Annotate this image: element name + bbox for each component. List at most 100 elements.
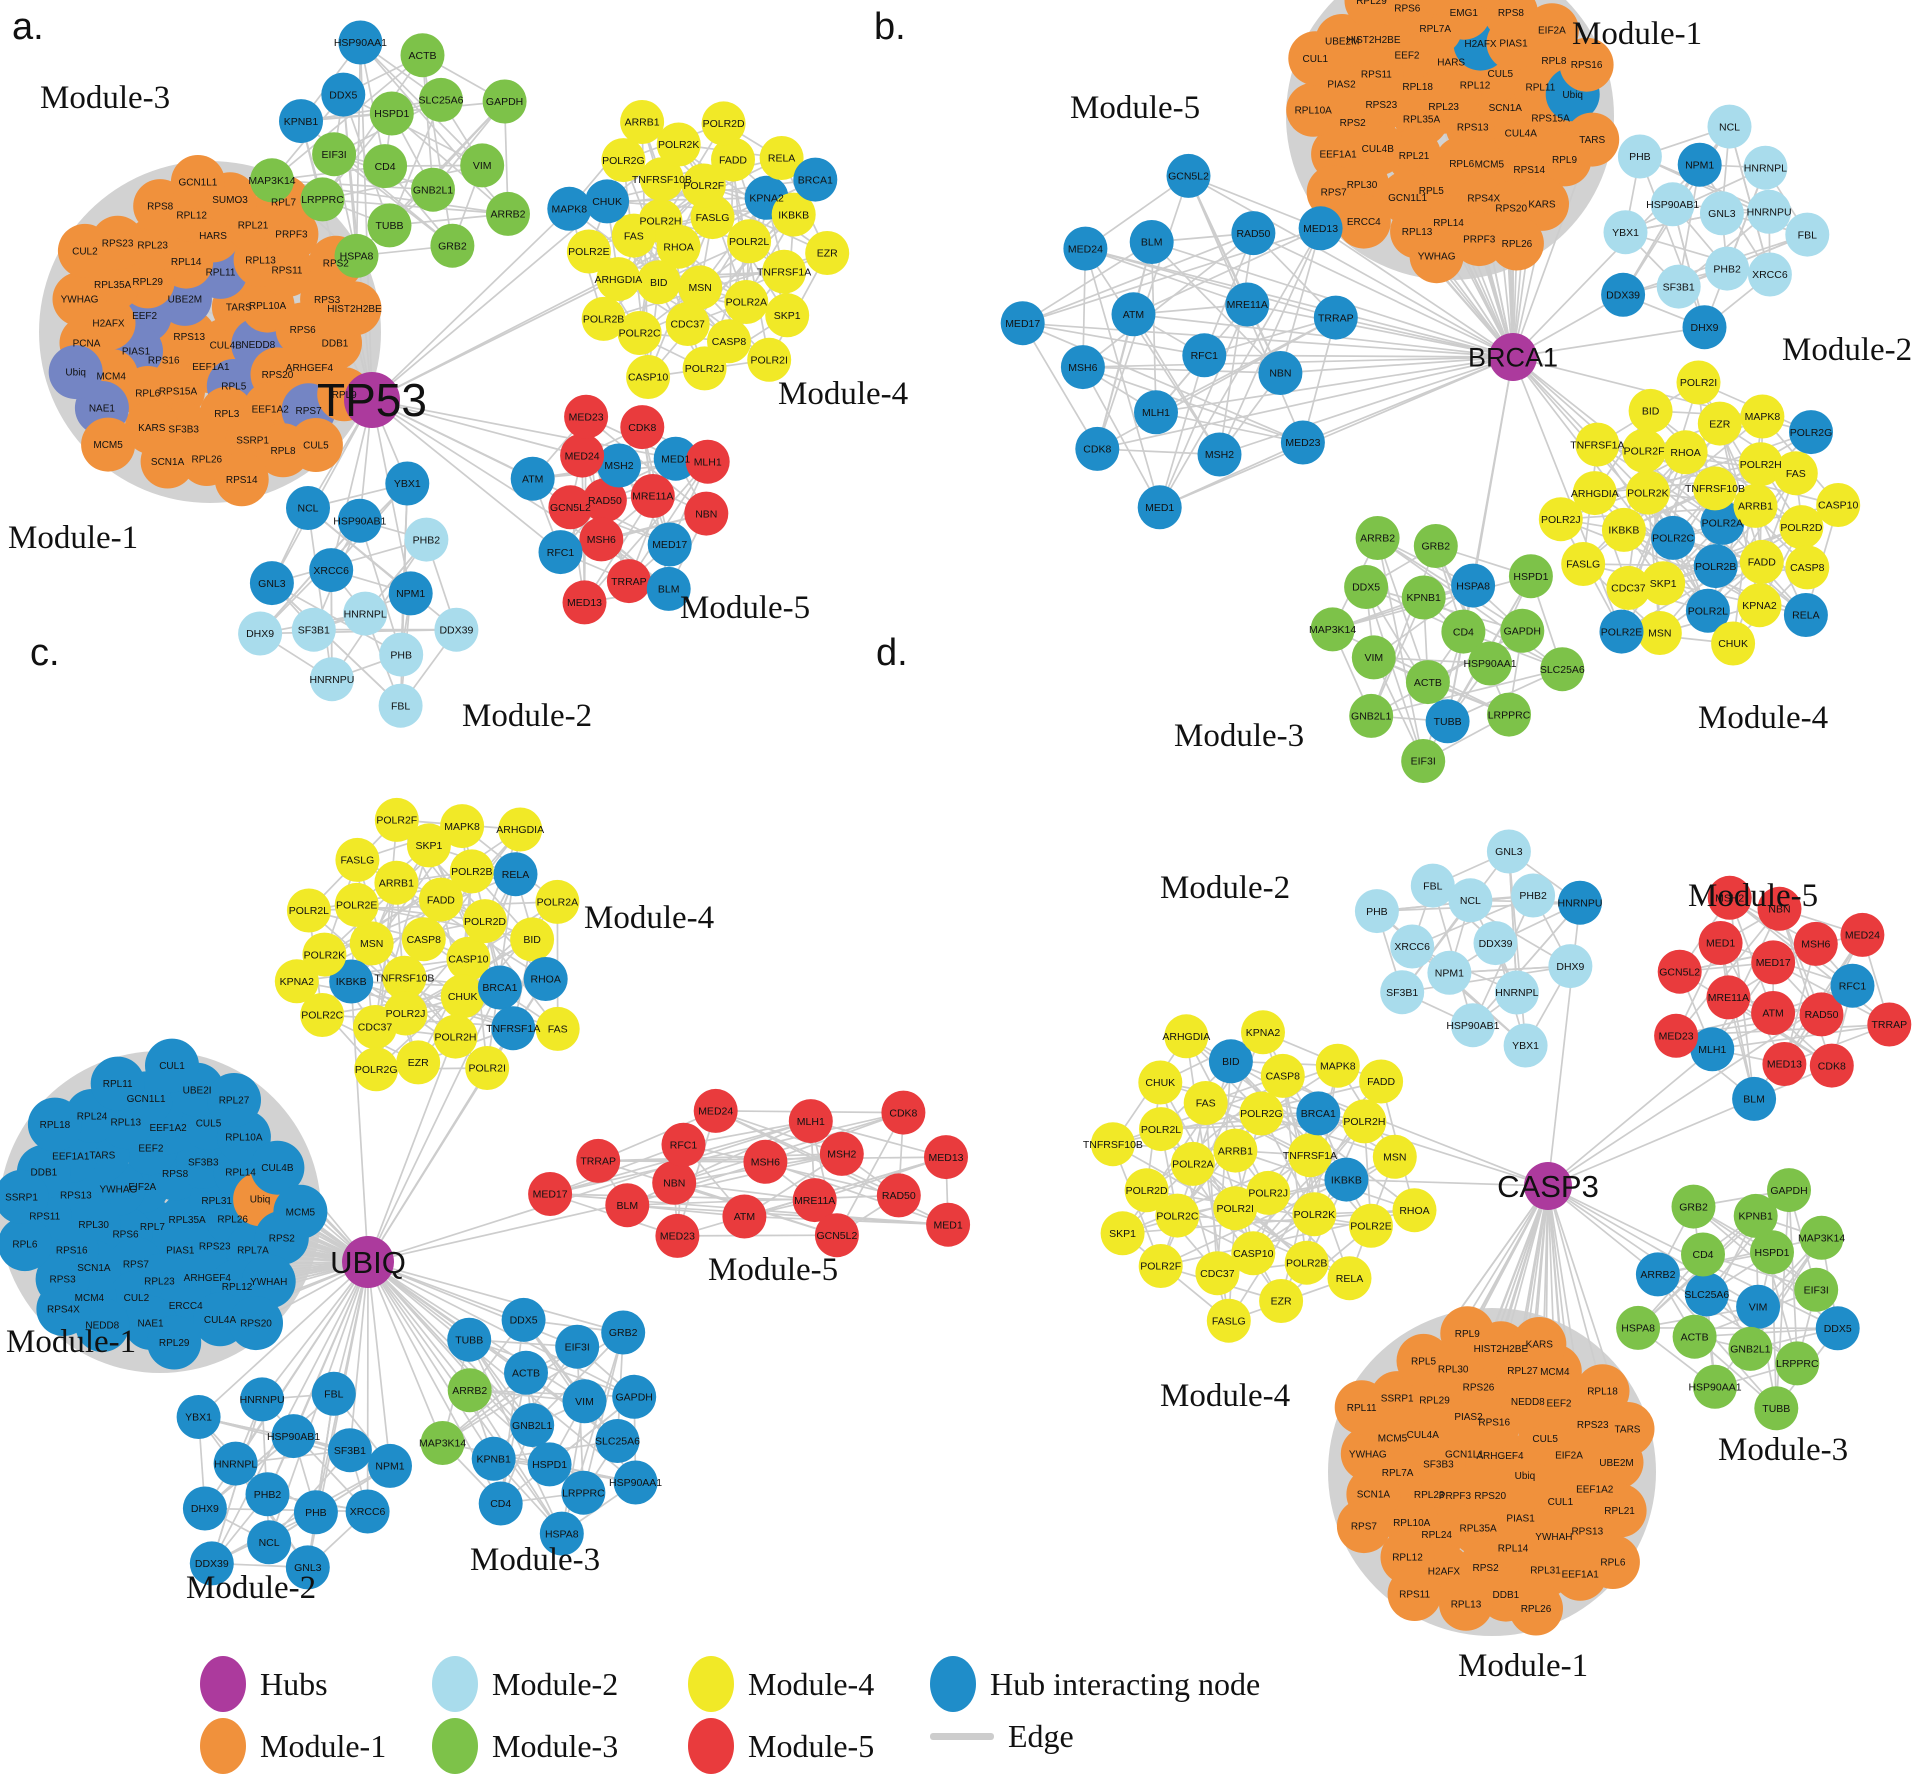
node-actb[interactable] xyxy=(504,1350,548,1395)
node-polr2d[interactable] xyxy=(463,899,507,944)
node-lrpprc[interactable] xyxy=(561,1470,606,1515)
node-polr2j[interactable] xyxy=(1246,1170,1291,1215)
node-skp1[interactable] xyxy=(1100,1211,1145,1256)
node-blm[interactable] xyxy=(1129,220,1174,264)
node-polr2i[interactable] xyxy=(747,337,792,382)
node-hsp90ab1[interactable] xyxy=(1450,1003,1495,1048)
node-rad50[interactable] xyxy=(876,1173,921,1218)
node-gcn5l2[interactable] xyxy=(1166,153,1211,198)
node-polr2i[interactable] xyxy=(465,1046,510,1090)
node-rpl29[interactable] xyxy=(1344,0,1399,28)
node-eif3i[interactable] xyxy=(312,132,357,177)
node-phb[interactable] xyxy=(293,1490,338,1535)
node-rfc1[interactable] xyxy=(1830,963,1875,1008)
node-tnfrsf1a[interactable] xyxy=(762,249,807,294)
node-sf3b1[interactable] xyxy=(291,607,336,652)
node-med13[interactable] xyxy=(1762,1042,1807,1086)
node-ncl[interactable] xyxy=(1707,104,1752,149)
node-arhgdia[interactable] xyxy=(498,807,543,852)
node-ddx39[interactable] xyxy=(1473,921,1518,966)
node-fas[interactable] xyxy=(1183,1081,1228,1125)
node-polr2c[interactable] xyxy=(1651,515,1696,560)
node-hspd1[interactable] xyxy=(1508,554,1553,599)
node-msh6[interactable] xyxy=(743,1139,788,1184)
node-phb[interactable] xyxy=(1354,889,1399,934)
node-faslg[interactable] xyxy=(1561,542,1606,586)
node-polr2l[interactable] xyxy=(1139,1107,1183,1152)
node-rps7[interactable] xyxy=(1336,1499,1391,1554)
node-polr2c[interactable] xyxy=(617,311,662,355)
node-trrap[interactable] xyxy=(606,559,651,604)
node-tubb[interactable] xyxy=(1754,1386,1799,1431)
node-eif3i[interactable] xyxy=(1794,1267,1839,1312)
node-nbn[interactable] xyxy=(652,1160,697,1205)
node-msh6[interactable] xyxy=(1060,345,1105,390)
node-polr2g[interactable] xyxy=(354,1047,399,1092)
node-lrpprc[interactable] xyxy=(1487,692,1531,737)
node-lrpprc[interactable] xyxy=(1775,1341,1820,1386)
node-mlh1[interactable] xyxy=(788,1099,833,1144)
node-rfc1[interactable] xyxy=(538,530,583,575)
node-msh2[interactable] xyxy=(597,443,641,488)
node-vim[interactable] xyxy=(1351,635,1396,680)
node-map3k14[interactable] xyxy=(1799,1215,1844,1260)
node-tnfrsf1a[interactable] xyxy=(491,1006,536,1051)
node-fbl[interactable] xyxy=(378,683,423,728)
node-chuk[interactable] xyxy=(440,974,485,1019)
node-skp1[interactable] xyxy=(1641,561,1686,606)
node-fbl[interactable] xyxy=(311,1371,356,1416)
node-kpna2[interactable] xyxy=(1737,583,1782,628)
node-ezr[interactable] xyxy=(1697,401,1742,446)
node-ywhag[interactable] xyxy=(1340,1426,1395,1481)
node-rps14[interactable] xyxy=(214,452,269,507)
node-cd4[interactable] xyxy=(1441,609,1486,654)
node-ywhag[interactable] xyxy=(1409,229,1464,284)
node-arrb2[interactable] xyxy=(1635,1252,1680,1297)
node-arrb2[interactable] xyxy=(486,191,530,236)
node-nbn[interactable] xyxy=(1757,886,1802,931)
node-polr2g[interactable] xyxy=(1789,410,1833,455)
node-ikbkb[interactable] xyxy=(771,192,816,237)
node-rela[interactable] xyxy=(1783,593,1828,637)
node-msh2[interactable] xyxy=(819,1131,864,1176)
node-cdc37[interactable] xyxy=(665,302,710,346)
node-ikbkb[interactable] xyxy=(1324,1157,1369,1202)
node-hsp90aa1[interactable] xyxy=(1468,641,1512,686)
node-gapdh[interactable] xyxy=(1767,1168,1811,1213)
node-polr2b[interactable] xyxy=(1693,544,1738,589)
node-med1[interactable] xyxy=(926,1202,971,1247)
node-hspa8[interactable] xyxy=(1616,1305,1661,1350)
node-rela[interactable] xyxy=(1327,1256,1372,1301)
node-cul4b[interactable] xyxy=(250,1140,305,1195)
node-mapk8[interactable] xyxy=(547,186,592,231)
node-skp1[interactable] xyxy=(765,293,810,338)
node-slc25a6[interactable] xyxy=(1684,1272,1729,1317)
node-mre11a[interactable] xyxy=(1706,975,1751,1020)
node-tubb[interactable] xyxy=(447,1317,492,1362)
node-msn[interactable] xyxy=(1637,611,1682,655)
node-ddx39[interactable] xyxy=(189,1541,234,1586)
node-polr2k[interactable] xyxy=(656,122,701,167)
node-hsp90ab1[interactable] xyxy=(1650,182,1695,227)
node-tnfrsf10b[interactable] xyxy=(382,955,427,1000)
node-polr2a[interactable] xyxy=(1700,500,1745,545)
node-polr2a[interactable] xyxy=(724,280,769,324)
node-gcn5l2[interactable] xyxy=(814,1213,859,1258)
node-sumo3[interactable] xyxy=(1410,0,1464,15)
node-med1[interactable] xyxy=(1137,485,1182,530)
node-chuk[interactable] xyxy=(1711,621,1756,666)
node-dhx9[interactable] xyxy=(182,1486,227,1531)
node-bid[interactable] xyxy=(1208,1039,1253,1084)
node-cdk8[interactable] xyxy=(620,405,665,450)
node-tubb[interactable] xyxy=(1425,699,1470,744)
node-ywhag[interactable] xyxy=(52,272,107,327)
node-dhx9[interactable] xyxy=(1548,944,1593,989)
node-rps8[interactable] xyxy=(1483,0,1538,40)
node-rps4x[interactable] xyxy=(36,1282,91,1337)
node-casp10[interactable] xyxy=(446,936,491,981)
node-msh6[interactable] xyxy=(579,517,624,562)
node-casp10[interactable] xyxy=(1816,483,1861,527)
node-tubb[interactable] xyxy=(367,203,412,248)
node-hnrnpl[interactable] xyxy=(1743,145,1788,190)
node-rela[interactable] xyxy=(493,852,538,897)
